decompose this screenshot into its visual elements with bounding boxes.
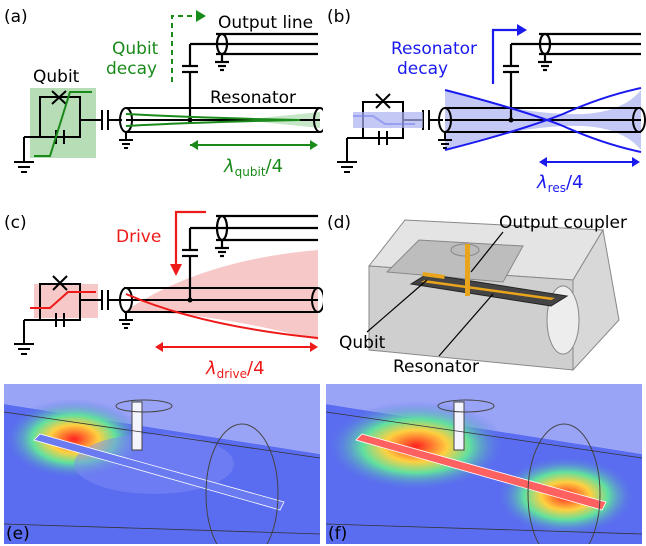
output-line-c bbox=[182, 214, 318, 300]
resonator-node-a bbox=[187, 117, 193, 123]
resonator-b bbox=[438, 107, 646, 149]
output-coupler-pointer bbox=[470, 231, 504, 273]
resonator-c bbox=[119, 287, 323, 329]
drive-mode-curve bbox=[125, 293, 319, 339]
resonator-decay-label-2: decay bbox=[397, 59, 448, 79]
drive-arrow bbox=[170, 210, 206, 276]
resonator-pointer bbox=[438, 293, 494, 357]
resonator-node-b bbox=[508, 117, 514, 123]
resonator-decay-arrow bbox=[491, 24, 527, 84]
field-simulation-e bbox=[4, 384, 320, 544]
field-simulation-f bbox=[326, 384, 642, 544]
resonator-label-a: Resonator bbox=[210, 88, 296, 108]
qubit-circuit-c bbox=[14, 275, 124, 355]
qubit-label-d: Qubit bbox=[339, 333, 386, 353]
output-line-label: Output line bbox=[218, 13, 313, 33]
lambda-qubit-label: λqubit/4 bbox=[223, 156, 283, 179]
panel-f: (f) bbox=[326, 384, 642, 544]
panel-c: (c) Drive bbox=[4, 210, 323, 380]
panel-b: (b) Resonator decay bbox=[327, 7, 646, 195]
panel-f-label: (f) bbox=[328, 524, 348, 544]
output-line-a bbox=[182, 32, 318, 120]
qubit-decay-arrow bbox=[171, 10, 206, 82]
qubit-pointer bbox=[366, 279, 428, 333]
resonator-strip bbox=[421, 244, 555, 300]
panel-d: (d) Output coupler Qubit Resonator bbox=[327, 213, 627, 377]
qubit-mode-c bbox=[30, 291, 96, 309]
panel-e-label: (e) bbox=[6, 524, 30, 544]
qubit-circuit-a bbox=[14, 90, 122, 173]
qubit-mode-curve-a bbox=[34, 91, 92, 157]
panel-b-label: (b) bbox=[327, 7, 351, 27]
lambda-res-label: λres/4 bbox=[536, 172, 584, 195]
resonator-node-c bbox=[187, 297, 193, 303]
qubit-label: Qubit bbox=[33, 67, 80, 87]
lambda-res-arrow bbox=[539, 157, 640, 167]
resonator-mode-curves bbox=[444, 87, 642, 153]
resonator-label-d: Resonator bbox=[393, 357, 479, 377]
qubit-circuit-b bbox=[337, 93, 443, 173]
resonator-a bbox=[119, 107, 323, 149]
panel-a-label: (a) bbox=[4, 7, 28, 27]
drive-field-fill bbox=[124, 250, 318, 340]
qubit-envelope-a bbox=[125, 113, 301, 127]
drive-label: Drive bbox=[116, 227, 161, 247]
output-coupler-label: Output coupler bbox=[499, 213, 627, 233]
panel-a: (a) Output line Qubit decay Qubit bbox=[4, 7, 323, 179]
lambda-drive-label: λdrive/4 bbox=[205, 358, 265, 380]
panel-c-label: (c) bbox=[4, 213, 27, 233]
resonator-decay-label-1: Resonator bbox=[391, 39, 477, 59]
panel-d-label: (d) bbox=[327, 213, 351, 233]
lambda-drive-arrow bbox=[155, 342, 318, 352]
panel-e: (e) bbox=[4, 384, 320, 544]
qubit-blue-region bbox=[353, 112, 423, 128]
qubit-decay-label-2: decay bbox=[106, 59, 157, 79]
output-line-b bbox=[503, 32, 641, 120]
qubit-decay-label-1: Qubit bbox=[112, 39, 159, 59]
lambda-qubit-arrow bbox=[190, 140, 318, 150]
